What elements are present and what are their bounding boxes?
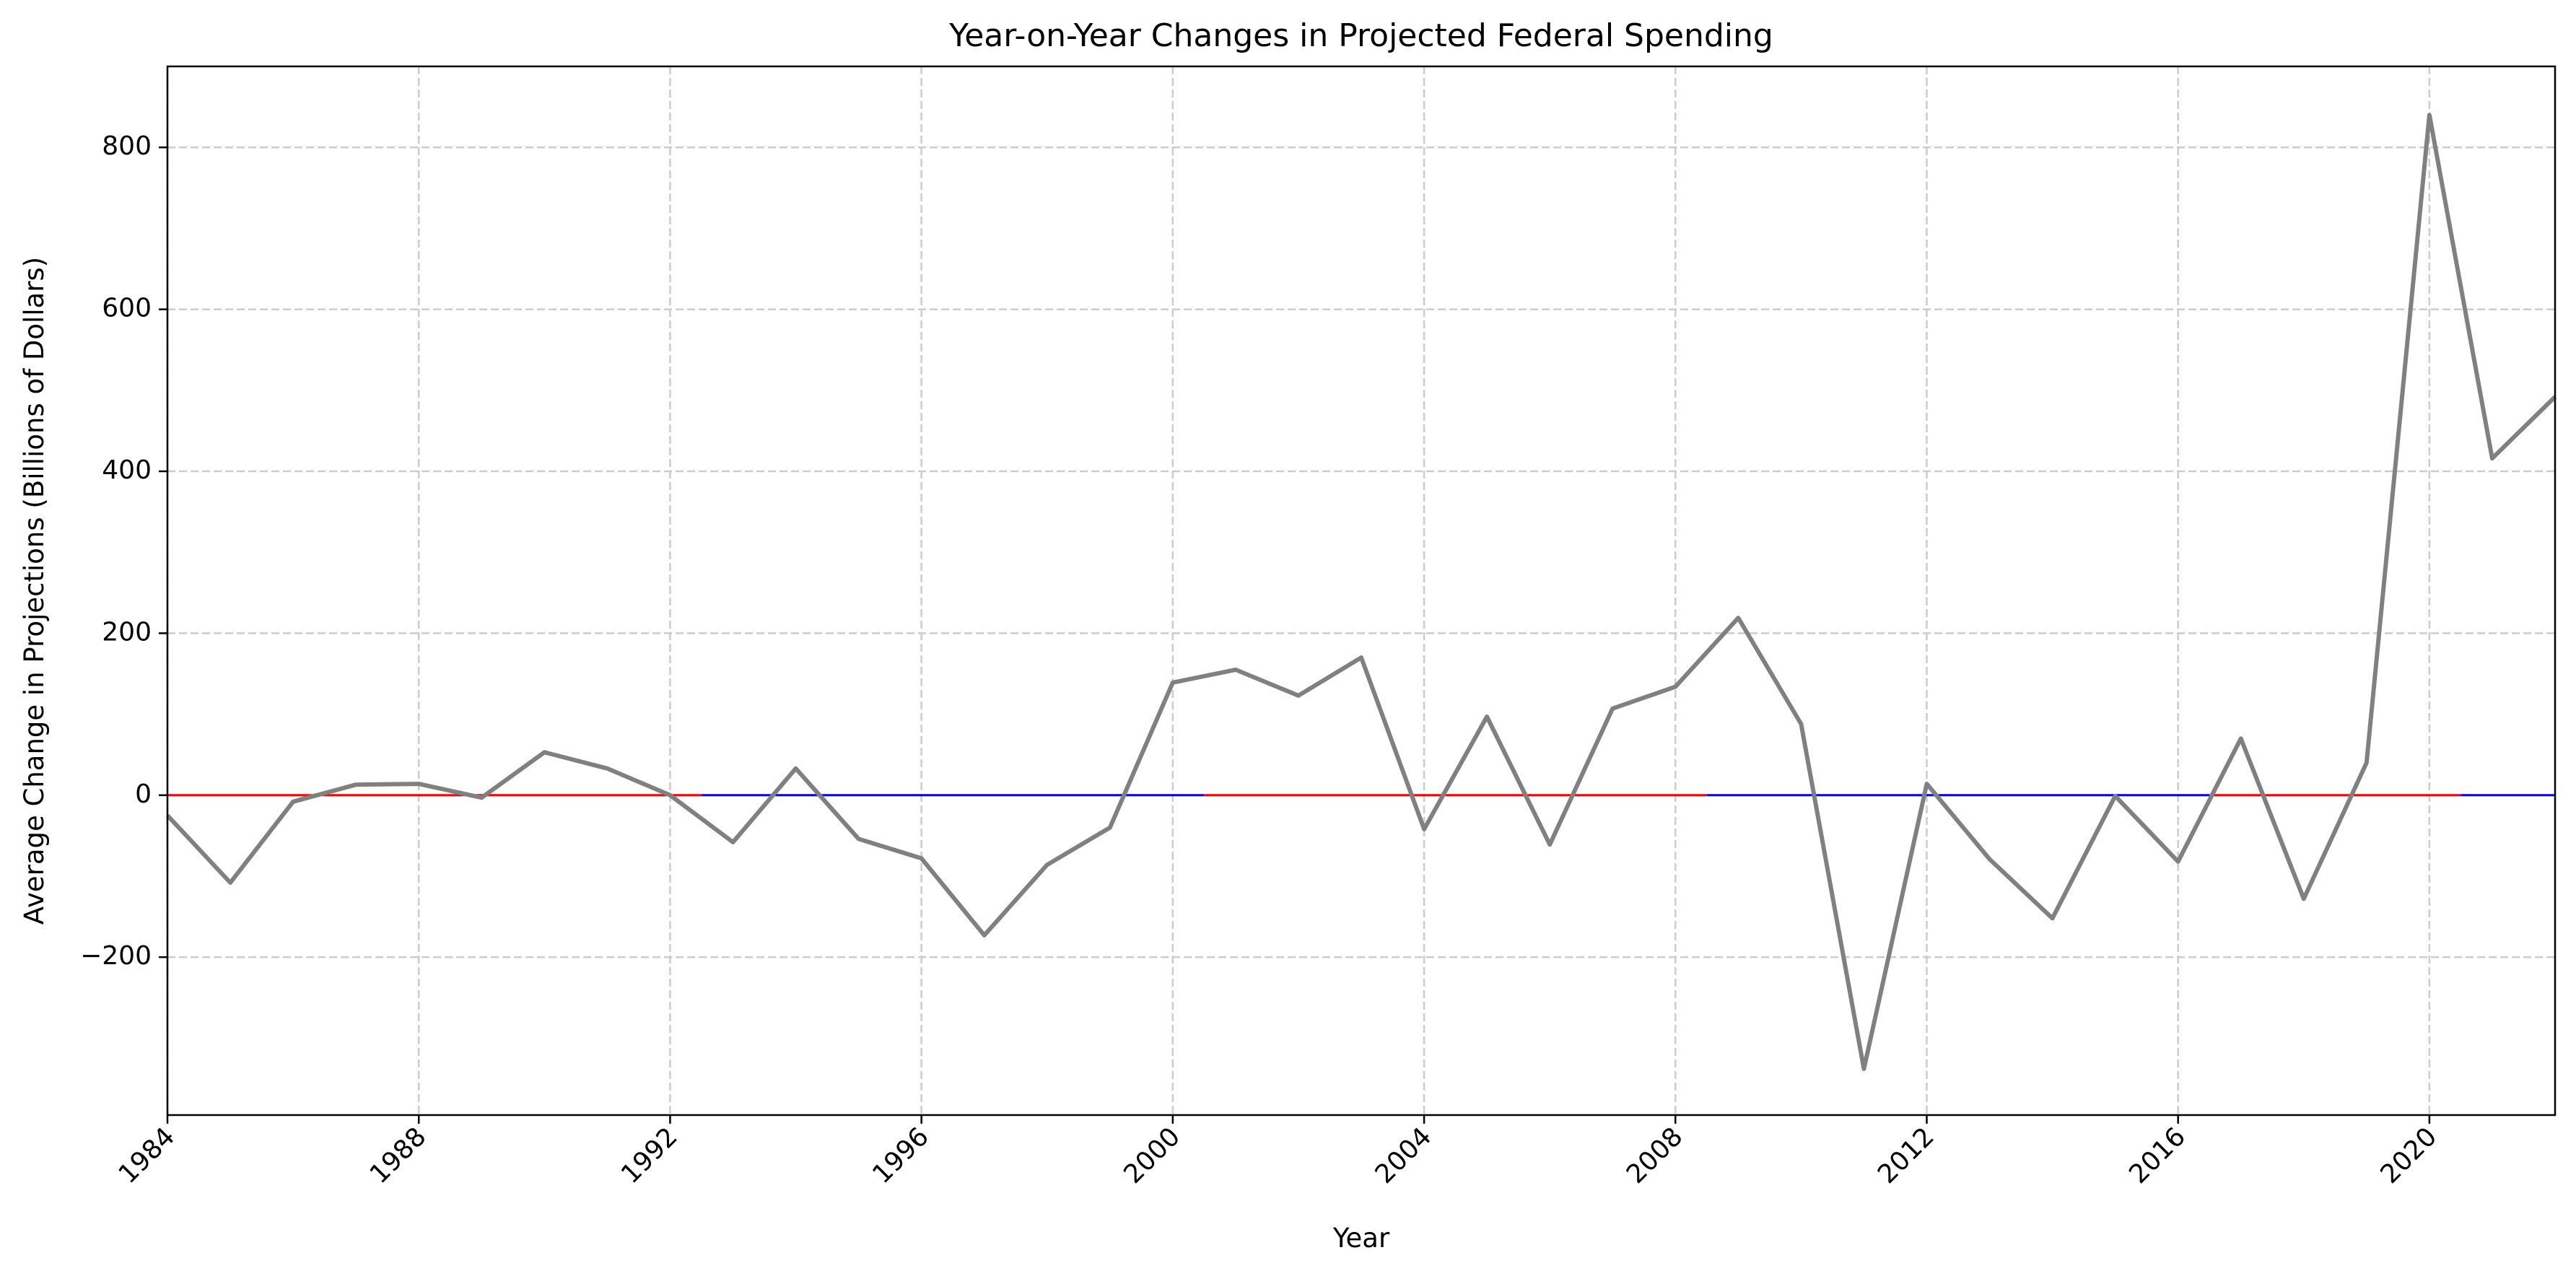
x-axis-label: Year: [1332, 1223, 1390, 1254]
series-layer: [165, 113, 2557, 1071]
y-tick-label: 0: [135, 779, 152, 809]
chart-title: Year-on-Year Changes in Projected Federa…: [948, 17, 1773, 54]
plot-frame: [166, 65, 2557, 1116]
series-line: [165, 113, 2557, 1071]
y-axis-label: Average Change in Projections (Billions …: [19, 257, 50, 925]
y-tick-label: 200: [102, 617, 152, 647]
y-tick-label: −200: [80, 941, 152, 971]
y-tick-label: 400: [102, 455, 152, 485]
y-tick-label: 800: [102, 131, 152, 161]
y-tick-label: 600: [102, 294, 152, 323]
